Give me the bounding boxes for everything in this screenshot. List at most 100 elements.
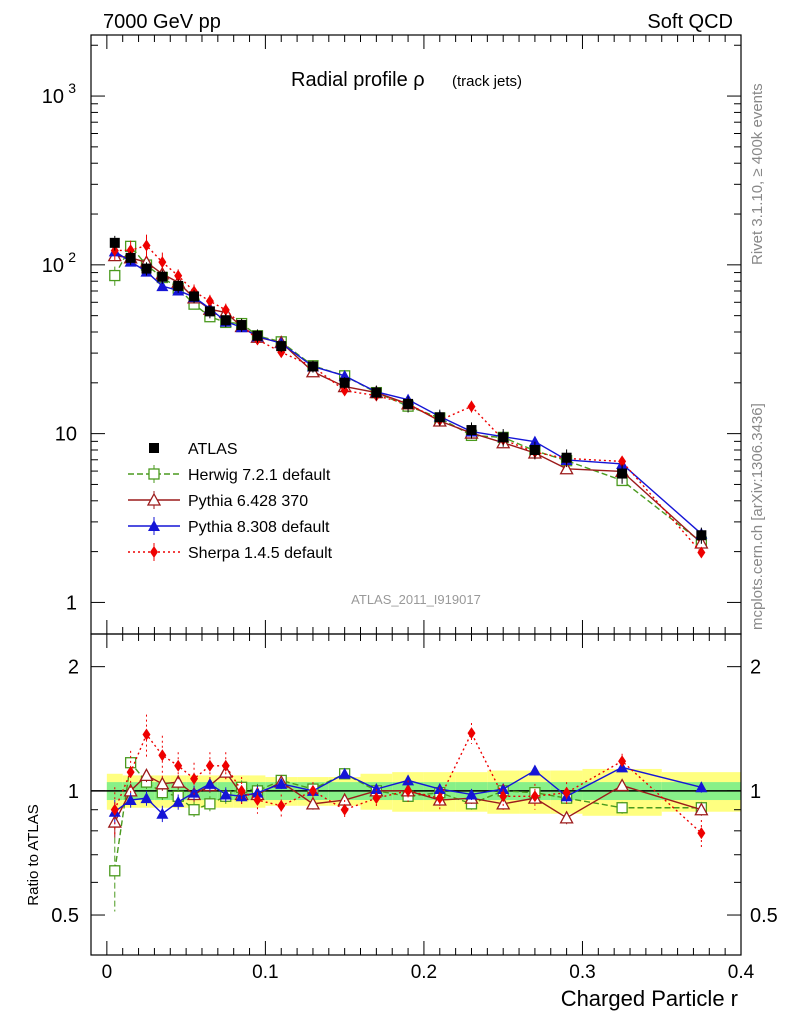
ratio-y-tick-label-right: 2 bbox=[750, 657, 761, 679]
pythia-8-308-default-ratio-point bbox=[140, 792, 153, 804]
mcplots-source-label: mcplots.cern.ch [arXiv:1306.3436] bbox=[749, 403, 766, 630]
sherpa-1-4-5-default-ratio-point bbox=[697, 827, 706, 840]
sherpa-1-4-5-default-point bbox=[126, 244, 135, 257]
legend-label: ATLAS bbox=[188, 441, 238, 458]
y-tick-label: 1 bbox=[66, 592, 77, 614]
legend-label: Sherpa 1.4.5 default bbox=[188, 545, 333, 562]
x-tick-label: 0.3 bbox=[569, 962, 595, 983]
atlas-point bbox=[371, 387, 382, 398]
legend-marker bbox=[149, 443, 159, 453]
pythia-8-308-default-ratio-point bbox=[219, 788, 232, 800]
atlas-point bbox=[204, 306, 215, 317]
atlas-point bbox=[173, 280, 184, 291]
y-tick-label-exponent: 3 bbox=[68, 80, 76, 96]
herwig-7-2-1-default-ratio-point bbox=[616, 802, 628, 814]
pythia-6-428-370-line bbox=[114, 254, 702, 544]
pythia-6-428-370-ratio-point bbox=[139, 768, 154, 782]
atlas-point bbox=[157, 271, 168, 282]
atlas-point bbox=[236, 320, 247, 331]
pythia-6-428-370-ratio-line bbox=[114, 771, 702, 823]
sherpa-1-4-5-default-point bbox=[205, 295, 214, 308]
pythia-6-428-370-ratio-point bbox=[559, 810, 574, 824]
y-tick-label: 10 bbox=[42, 255, 64, 277]
legend-marker bbox=[148, 468, 160, 480]
legend-label: Pythia 8.308 default bbox=[188, 519, 330, 536]
pythia-8-308-default-ratio-point bbox=[497, 783, 510, 795]
sherpa-1-4-5-default-point bbox=[158, 256, 167, 269]
herwig-7-2-1-default-ratio-point bbox=[204, 798, 216, 810]
pythia-8-308-default-point bbox=[156, 280, 169, 292]
sherpa-1-4-5-default-line bbox=[114, 244, 702, 553]
sherpa-1-4-5-default-ratio-point bbox=[126, 766, 135, 779]
pythia-6-428-370-ratio-point bbox=[155, 776, 170, 790]
atlas-point bbox=[109, 237, 120, 248]
sherpa-1-4-5-default-ratio-point bbox=[467, 727, 476, 740]
pythia-6-428-370-ratio-point bbox=[171, 774, 186, 788]
sherpa-1-4-5-default-ratio-point bbox=[277, 799, 286, 812]
atlas-point bbox=[125, 252, 136, 263]
legend-label: Pythia 6.428 370 bbox=[188, 493, 308, 510]
sherpa-1-4-5-default-point bbox=[142, 239, 151, 252]
pythia-8-308-default-line bbox=[114, 250, 702, 535]
pythia-8-308-default-ratio-point bbox=[528, 764, 541, 776]
sherpa-1-4-5-default-ratio-point bbox=[404, 784, 413, 797]
atlas-point bbox=[141, 263, 152, 274]
legend: ATLAS Herwig 7.2.1 default Pythia 6.428 37… bbox=[128, 441, 333, 562]
pythia-8-308-default-ratio-point bbox=[172, 795, 185, 807]
pythia-8-308-default-ratio-point bbox=[402, 774, 415, 786]
header-right: Soft QCD bbox=[647, 11, 733, 33]
atlas-point bbox=[276, 341, 287, 352]
pythia-8-308-default-ratio-point bbox=[251, 786, 264, 798]
sherpa-1-4-5-default-ratio-point bbox=[158, 749, 167, 762]
sherpa-1-4-5-default-ratio-point bbox=[340, 803, 349, 816]
sherpa-1-4-5-default-ratio-point bbox=[142, 728, 151, 741]
atlas-point bbox=[434, 412, 445, 423]
herwig-7-2-1-default-point bbox=[109, 269, 121, 282]
sherpa-1-4-5-default-ratio-point bbox=[499, 790, 508, 803]
sherpa-1-4-5-default-ratio-point bbox=[618, 755, 627, 768]
atlas-point bbox=[696, 530, 707, 541]
sherpa-1-4-5-default-ratio-line bbox=[114, 731, 702, 834]
legend-marker bbox=[150, 546, 158, 558]
sherpa-1-4-5-default-ratio-point bbox=[110, 803, 119, 816]
x-tick-label: 0.1 bbox=[252, 962, 278, 983]
x-tick-label: 0.4 bbox=[728, 962, 755, 983]
legend-marker bbox=[146, 492, 162, 506]
sherpa-1-4-5-default-ratio-point bbox=[190, 772, 199, 785]
pythia-8-308-default-ratio-point bbox=[188, 786, 201, 798]
plot-subtitle: (track jets) bbox=[452, 73, 522, 90]
atlas-point bbox=[529, 444, 540, 455]
plot-title: Radial profile ρ bbox=[291, 69, 425, 91]
pythia-6-428-370-point bbox=[559, 461, 574, 475]
sherpa-1-4-5-default-ratio-point bbox=[205, 759, 214, 772]
sherpa-1-4-5-default-point bbox=[618, 455, 627, 468]
sherpa-1-4-5-default-ratio-point bbox=[221, 759, 230, 772]
atlas-point bbox=[403, 398, 414, 409]
x-tick-label: 0 bbox=[102, 962, 113, 983]
legend-marker bbox=[148, 520, 160, 531]
y-tick-label-exponent: 2 bbox=[68, 249, 76, 265]
pythia-8-308-default-ratio-point bbox=[156, 807, 169, 819]
sherpa-1-4-5-default-point bbox=[221, 303, 230, 316]
ratio-plot-panel: 0 0.1 0.2 0.3 0.4 0.5 0.5 1 1 2 2 bbox=[51, 633, 778, 983]
pythia-6-428-370-ratio-point bbox=[615, 778, 630, 792]
atlas-point bbox=[220, 315, 231, 326]
pythia-6-428-370-ratio-point bbox=[305, 796, 321, 810]
pythia-8-308-default-ratio-point bbox=[695, 781, 708, 793]
sherpa-1-4-5-default-ratio-point bbox=[308, 784, 317, 797]
sherpa-1-4-5-default-point bbox=[174, 269, 183, 282]
herwig-7-2-1-default-ratio-line bbox=[114, 761, 702, 871]
x-axis-label: Charged Particle r bbox=[561, 986, 738, 1011]
rivet-version-label: Rivet 3.1.10, ≥ 400k events bbox=[749, 83, 766, 265]
x-tick-label: 0.2 bbox=[411, 962, 437, 983]
pythia-8-308-default-ratio-point bbox=[275, 777, 288, 789]
header-left: 7000 GeV pp bbox=[103, 11, 221, 33]
ratio-y-tick-label: 2 bbox=[68, 657, 79, 679]
ratio-y-tick-label-right: 1 bbox=[750, 781, 761, 803]
pythia-8-308-default-ratio-line bbox=[114, 766, 702, 815]
sherpa-1-4-5-default-ratio-point bbox=[530, 790, 539, 803]
y-tick-label: 10 bbox=[55, 424, 77, 446]
atlas-point bbox=[466, 425, 477, 436]
sherpa-1-4-5-default-point bbox=[697, 546, 706, 559]
